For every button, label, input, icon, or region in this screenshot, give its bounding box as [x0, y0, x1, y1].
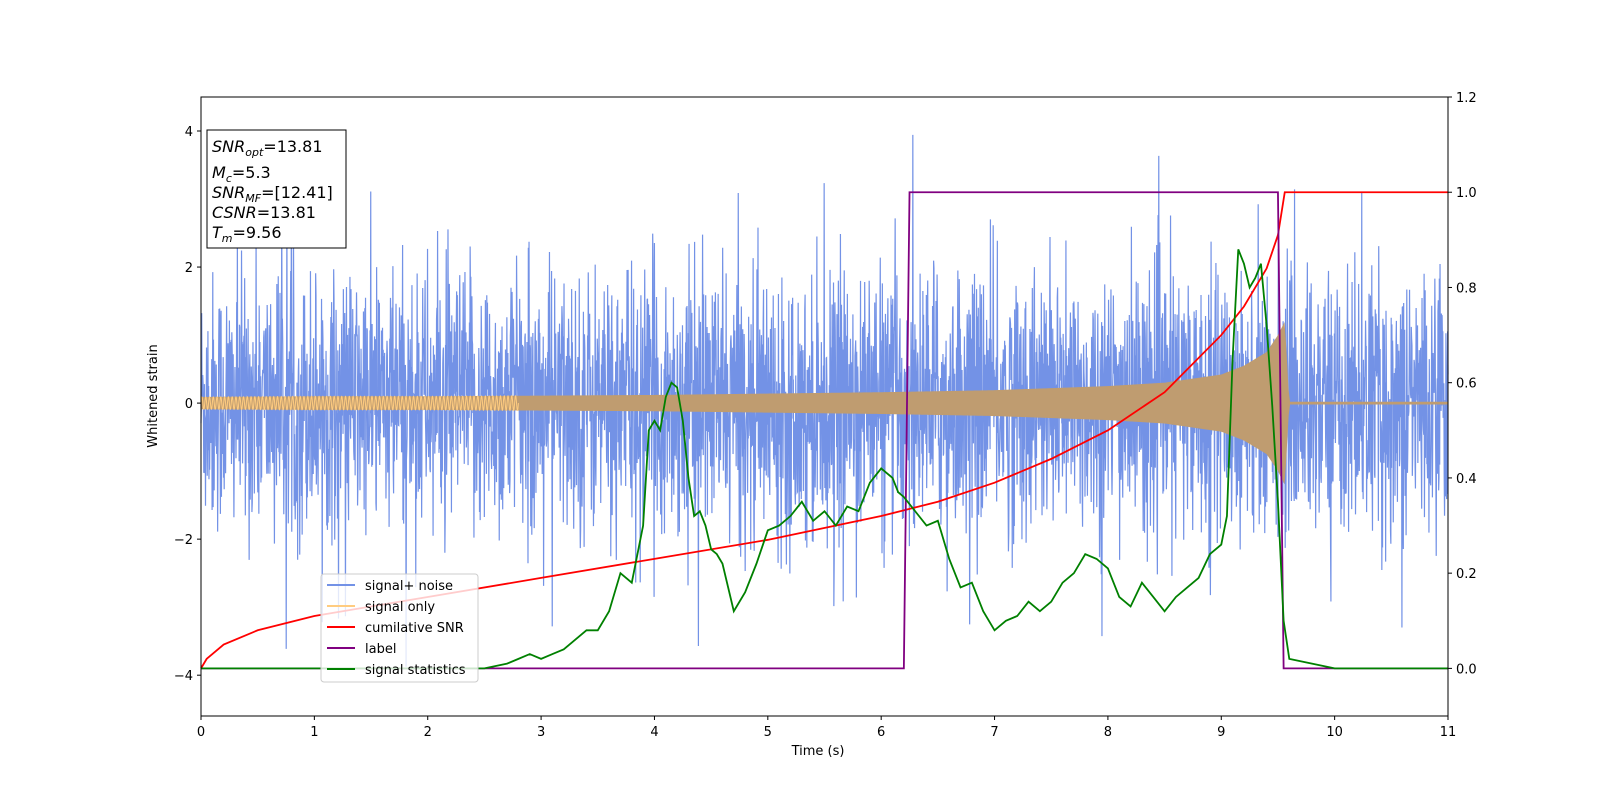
legend-label-cumulative-snr: cumilative SNR	[365, 621, 464, 636]
x-tick-label: 8	[1104, 725, 1112, 740]
info-snr-mf: SNRMF=[12.41]	[212, 183, 333, 205]
legend-label-signal-only: signal only	[365, 600, 435, 615]
y2-tick-label: 1.2	[1456, 91, 1477, 106]
y2-tick-label: 0.4	[1456, 472, 1477, 487]
signal-only-line	[200, 394, 519, 412]
series-signal-only	[200, 321, 1448, 485]
signal-only-band	[201, 321, 1448, 485]
x-tick-label: 0	[197, 725, 205, 740]
legend-label-label: label	[365, 642, 396, 657]
y-tick-label: 4	[185, 125, 193, 140]
x-tick-label: 5	[764, 725, 772, 740]
x-tick-label: 10	[1326, 725, 1343, 740]
legend-frame	[320, 573, 479, 683]
y-tick-label: 2	[185, 261, 193, 276]
ticks: 0 1 2 3 4 5 6 7 8 9 10 11 −4 −2 0 2 4 0.0 0.2 0.4 0.6 0.8 1.0 1…	[174, 91, 1477, 740]
y2-tick-label: 0.6	[1456, 377, 1477, 392]
info-box: SNRopt=13.81 Mc=5.3 SNRMF=[12.41] CSNR=1…	[206, 129, 347, 249]
cumulative-snr-line	[200, 191, 1448, 669]
y2-tick-label: 0.2	[1456, 567, 1477, 582]
x-tick-label: 7	[990, 725, 998, 740]
info-snr-opt: SNRopt=13.81	[212, 137, 323, 159]
axes	[200, 96, 1449, 717]
x-tick-label: 1	[310, 725, 318, 740]
info-box-frame	[206, 129, 347, 249]
legend-label-signal-plus-noise: signal+ noise	[365, 579, 453, 594]
info-tm: Tm=9.56	[212, 223, 282, 245]
y2-tick-label: 1.0	[1456, 186, 1477, 201]
legend: signal+ noise signal only cumilative SNR…	[320, 573, 479, 683]
label-line	[201, 191, 1448, 670]
plot-frame	[200, 96, 1449, 717]
y2-tick-label: 0.0	[1456, 662, 1477, 677]
x-tick-label: 6	[877, 725, 885, 740]
signal-statistics-line	[201, 249, 1448, 670]
x-axis-label: Time (s)	[791, 744, 845, 759]
y-tick-label: −4	[174, 669, 193, 684]
y-tick-label: 0	[185, 397, 193, 412]
x-tick-label: 9	[1217, 725, 1225, 740]
x-tick-label: 2	[424, 725, 432, 740]
legend-label-signal-statistics: signal statistics	[365, 663, 466, 678]
x-tick-label: 3	[537, 725, 545, 740]
y-axis-label: Whitened strain	[146, 344, 161, 447]
info-csnr: CSNR=13.81	[212, 203, 316, 222]
y2-tick-label: 0.8	[1456, 281, 1477, 296]
x-tick-label: 11	[1440, 725, 1457, 740]
info-mc: Mc=5.3	[212, 163, 271, 185]
y-tick-label: −2	[174, 533, 193, 548]
right-axis-series	[200, 191, 1448, 670]
x-tick-label: 4	[650, 725, 658, 740]
